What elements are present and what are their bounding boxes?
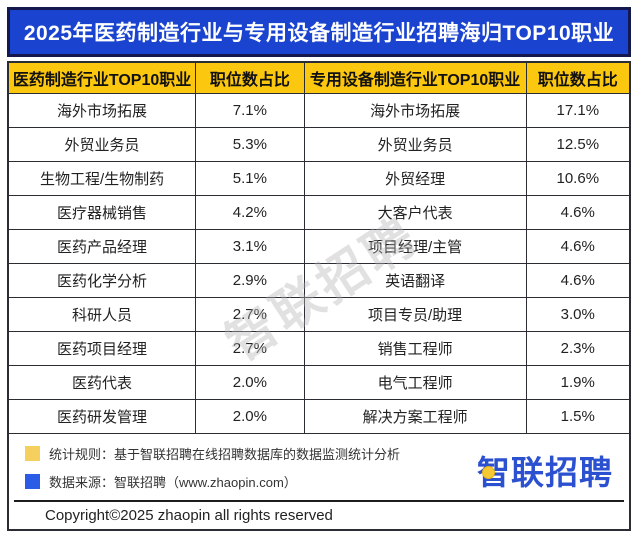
table-body: 海外市场拓展 7.1% 海外市场拓展 17.1% 外贸业务员 5.3% 外贸业务员 12.5%… [9, 92, 629, 434]
job-share-cell: 5.3% [195, 126, 305, 162]
job-title-cell: 电气工程师 [303, 364, 527, 400]
logo-wordmark: 智联招聘 [477, 453, 613, 491]
column-header: 职位数占比 [525, 63, 629, 94]
logo-yellow-dot-icon [482, 465, 495, 479]
job-title-cell: 生物工程/生物制药 [9, 160, 197, 196]
job-share-cell: 2.3% [525, 330, 629, 366]
job-title-cell: 项目专员/助理 [303, 296, 527, 332]
blue-square-bullet-icon [25, 473, 40, 489]
job-share-cell: 2.0% [195, 398, 305, 434]
job-share-cell: 4.2% [195, 194, 305, 230]
job-title-cell: 大客户代表 [303, 194, 527, 230]
copyright-text: Copyright©2025 zhaopin all rights reserv… [45, 506, 333, 524]
job-share-cell: 2.7% [195, 330, 305, 366]
job-title-cell: 医药化学分析 [9, 262, 197, 298]
table-row: 外贸业务员 5.3% 外贸业务员 12.5% [9, 126, 629, 162]
job-share-cell: 1.5% [525, 398, 629, 434]
job-title-cell: 外贸业务员 [9, 126, 197, 162]
note-line-source: 数据来源：智联招聘（www.zhaopin.com） [25, 472, 619, 491]
job-title-cell: 销售工程师 [303, 330, 527, 366]
table-header-row: 医药制造行业TOP10职业 职位数占比 专用设备制造行业TOP10职业 职位数占比 [9, 63, 629, 94]
job-share-cell: 10.6% [525, 160, 629, 196]
job-title-cell: 外贸经理 [303, 160, 527, 196]
footer-notes: 统计规则：基于智联招聘在线招聘数据库的数据监测统计分析 数据来源：智联招聘（ww… [9, 434, 629, 500]
job-title-cell: 外贸业务员 [303, 126, 527, 162]
job-title-cell: 解决方案工程师 [303, 398, 527, 434]
table-row: 生物工程/生物制药 5.1% 外贸经理 10.6% [9, 160, 629, 196]
page-title: 2025年医药制造行业与专用设备制造行业招聘海归TOP10职业 [23, 22, 615, 45]
top10-jobs-table: 医药制造行业TOP10职业 职位数占比 专用设备制造行业TOP10职业 职位数占比 海… [9, 63, 629, 434]
job-share-cell: 4.6% [525, 194, 629, 230]
job-share-cell: 7.1% [195, 92, 305, 128]
copyright-divider [14, 499, 624, 502]
table-row: 医疗器械销售 4.2% 大客户代表 4.6% [9, 194, 629, 230]
yellow-square-bullet-icon [25, 445, 40, 461]
job-share-cell: 2.9% [195, 262, 305, 298]
job-title-cell: 科研人员 [9, 296, 197, 332]
zhaopin-logo: 智联招聘 [477, 446, 617, 491]
table-row: 医药化学分析 2.9% 英语翻译 4.6% [9, 262, 629, 298]
job-title-cell: 项目经理/主管 [303, 228, 527, 264]
title-banner: 2025年医药制造行业与专用设备制造行业招聘海归TOP10职业 [7, 7, 631, 57]
job-title-cell: 医药产品经理 [9, 228, 197, 264]
job-share-cell: 3.1% [195, 228, 305, 264]
job-share-cell: 5.1% [195, 160, 305, 196]
job-title-cell: 医药研发管理 [9, 398, 197, 434]
job-share-cell: 17.1% [525, 92, 629, 128]
job-share-cell: 2.0% [195, 364, 305, 400]
column-header: 专用设备制造行业TOP10职业 [303, 63, 527, 94]
job-title-cell: 医药项目经理 [9, 330, 197, 366]
data-source-note: 数据来源：智联招聘（www.zhaopin.com） [49, 474, 297, 490]
job-title-cell: 医药代表 [9, 364, 197, 400]
job-share-cell: 3.0% [525, 296, 629, 332]
table-row: 医药项目经理 2.7% 销售工程师 2.3% [9, 330, 629, 366]
job-share-cell: 1.9% [525, 364, 629, 400]
job-share-cell: 4.6% [525, 228, 629, 264]
job-share-cell: 12.5% [525, 126, 629, 162]
job-title-cell: 海外市场拓展 [9, 92, 197, 128]
column-header: 职位数占比 [195, 63, 305, 94]
table-row: 海外市场拓展 7.1% 海外市场拓展 17.1% [9, 92, 629, 128]
table-row: 医药产品经理 3.1% 项目经理/主管 4.6% [9, 228, 629, 264]
table-row: 科研人员 2.7% 项目专员/助理 3.0% [9, 296, 629, 332]
job-share-cell: 2.7% [195, 296, 305, 332]
column-header: 医药制造行业TOP10职业 [9, 63, 197, 94]
job-title-cell: 海外市场拓展 [303, 92, 527, 128]
job-title-cell: 医疗器械销售 [9, 194, 197, 230]
note-line-rules: 统计规则：基于智联招聘在线招聘数据库的数据监测统计分析 [25, 444, 619, 463]
content-frame: 医药制造行业TOP10职业 职位数占比 专用设备制造行业TOP10职业 职位数占比 海… [7, 61, 631, 531]
job-title-cell: 英语翻译 [303, 262, 527, 298]
table-row: 医药代表 2.0% 电气工程师 1.9% [9, 364, 629, 400]
job-share-cell: 4.6% [525, 262, 629, 298]
statistics-rule-note: 统计规则：基于智联招聘在线招聘数据库的数据监测统计分析 [49, 446, 401, 462]
table-row: 医药研发管理 2.0% 解决方案工程师 1.5% [9, 398, 629, 434]
